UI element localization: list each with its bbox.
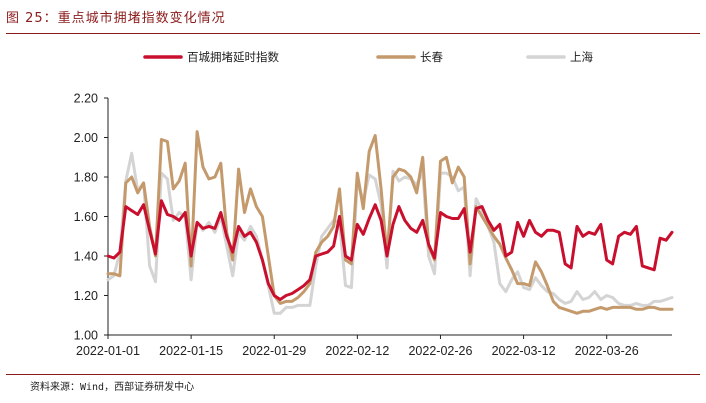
title-divider xyxy=(6,33,700,34)
y-tick-label: 1.20 xyxy=(74,289,98,303)
x-tick-label: 2022-03-26 xyxy=(575,344,639,358)
figure-title: 图 25：重点城市拥堵指数变化情况 xyxy=(6,11,226,26)
y-tick-label: 2.00 xyxy=(74,131,98,145)
source-divider xyxy=(6,374,700,375)
y-tick-label: 1.80 xyxy=(74,171,98,185)
source-note: 资料来源：Wind，西部证券研发中心 xyxy=(30,382,195,393)
y-tick-label: 1.40 xyxy=(74,250,98,264)
series-line-长春 xyxy=(106,130,674,315)
legend-label: 上海 xyxy=(570,50,593,64)
y-tick-label: 1.60 xyxy=(74,210,98,224)
series-line-百城拥堵延时指数 xyxy=(106,199,674,301)
x-tick-label: 2022-02-12 xyxy=(325,344,389,358)
legend-label: 百城拥堵延时指数 xyxy=(187,50,279,64)
x-tick-label: 2022-01-15 xyxy=(159,344,223,358)
x-tick-label: 2022-01-01 xyxy=(76,344,140,358)
y-tick-label: 2.20 xyxy=(74,92,98,106)
x-tick-label: 2022-02-26 xyxy=(408,344,472,358)
x-tick-label: 2022-03-12 xyxy=(492,344,556,358)
y-tick-label: 1.00 xyxy=(74,329,98,343)
x-tick-label: 2022-01-29 xyxy=(242,344,306,358)
legend-label: 长春 xyxy=(420,50,443,64)
